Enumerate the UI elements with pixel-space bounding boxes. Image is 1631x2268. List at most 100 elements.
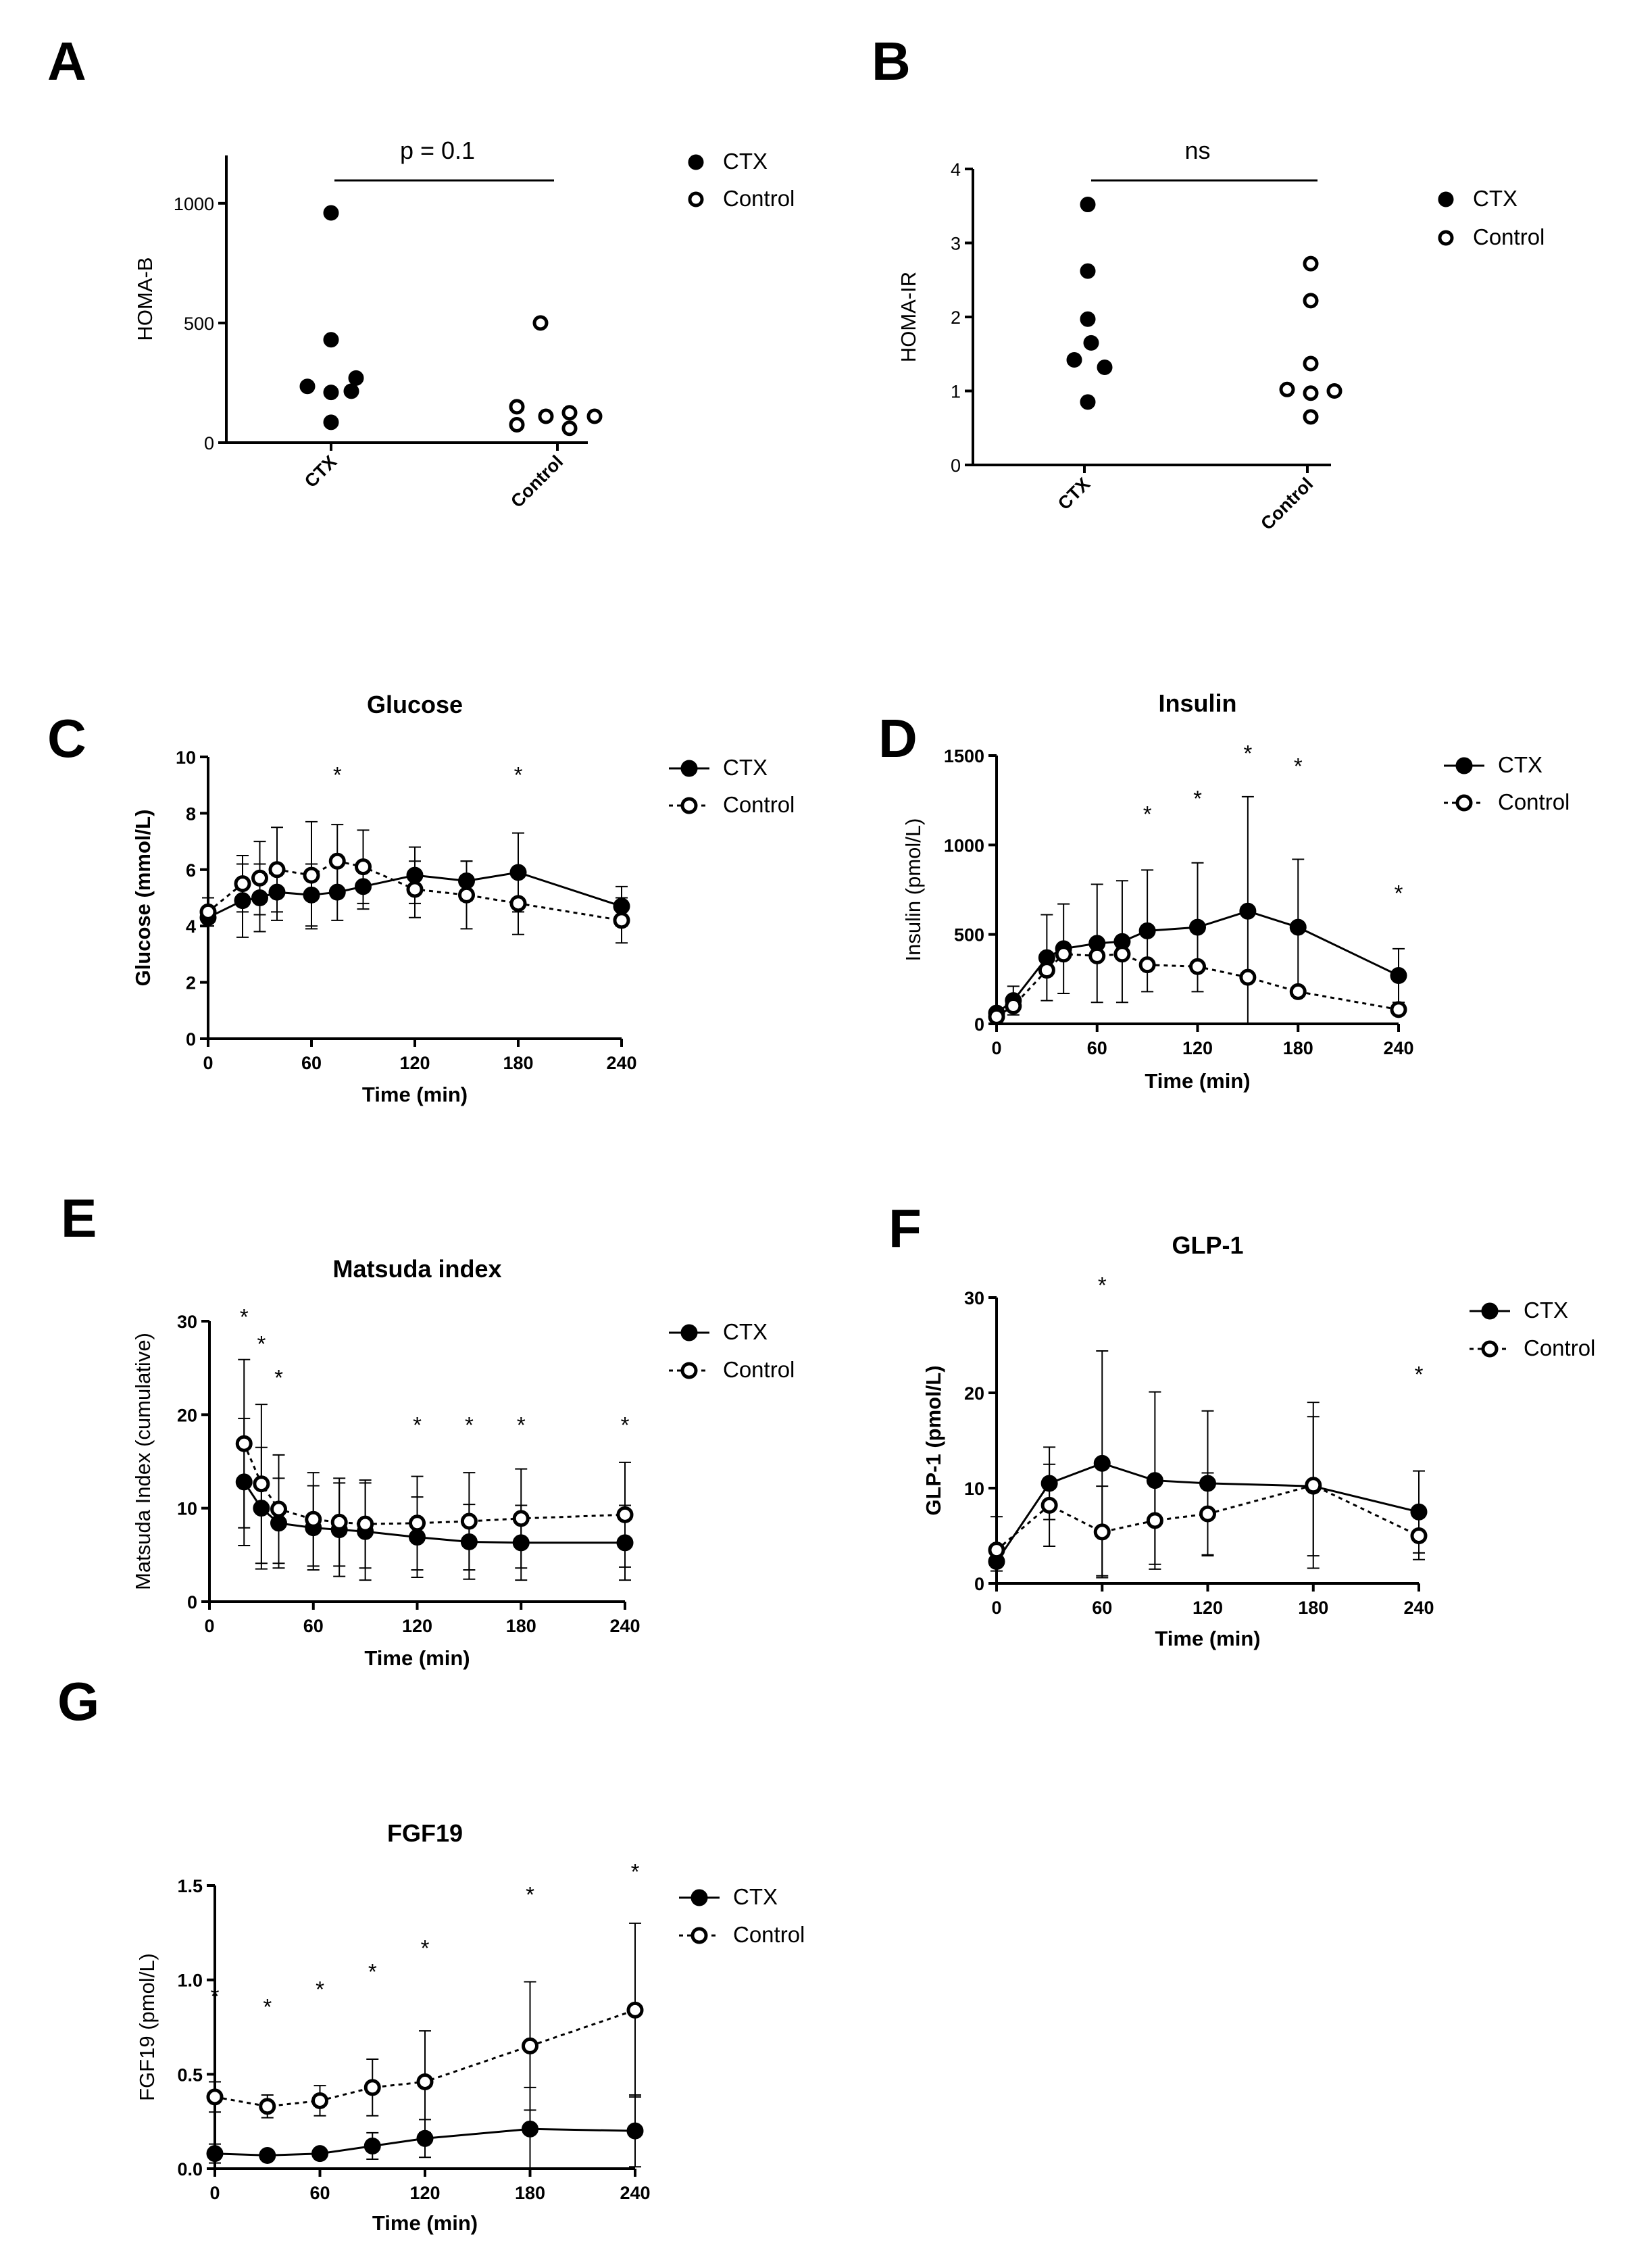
x-tick-label: 240 <box>606 1053 636 1073</box>
chart-title: Matsuda index <box>332 1255 501 1283</box>
significance-marker: * <box>1098 1273 1107 1298</box>
x-tick-label: 0 <box>204 1616 214 1636</box>
legend-marker-ctx <box>680 760 698 777</box>
data-point-control <box>1390 1001 1407 1018</box>
x-tick-label: 0 <box>209 2183 220 2203</box>
y-tick-label: 0 <box>186 1029 196 1050</box>
legend-label-ctx: CTX <box>1524 1298 1568 1323</box>
chart-e: 0 10 20 30 Matsuda Index (cumulative) 0 60 120 1… <box>131 1255 795 1670</box>
y-tick-label: 1000 <box>174 194 214 214</box>
significance-marker: * <box>1193 786 1202 811</box>
data-point-control <box>1410 1527 1428 1544</box>
data-point-control <box>1040 1496 1058 1514</box>
data-point-control <box>1038 962 1055 979</box>
data-point-ctx <box>311 2145 328 2163</box>
y-tick-label: 1000 <box>944 835 984 856</box>
data-point-control <box>330 1513 348 1531</box>
legend-marker-control <box>1455 794 1473 812</box>
legend-label-ctx: CTX <box>723 149 768 174</box>
data-point-ctx <box>1097 359 1113 375</box>
y-tick-label: 8 <box>186 804 196 824</box>
data-point-control <box>532 315 549 331</box>
chart-title: FGF19 <box>387 1819 463 1847</box>
significance-marker: * <box>333 762 342 787</box>
data-point-ctx <box>259 2146 276 2164</box>
data-point-control <box>616 1506 634 1523</box>
legend-label-control: Control <box>733 1922 805 1947</box>
chart-title: Glucose <box>367 691 463 718</box>
y-axis-label: Matsuda Index (cumulative) <box>131 1333 155 1590</box>
significance-marker: * <box>421 1936 430 1961</box>
y-tick-label: 10 <box>964 1479 984 1499</box>
data-point-ctx <box>416 2129 434 2147</box>
data-point-control <box>357 1515 374 1533</box>
data-point-control <box>988 1008 1005 1025</box>
y-tick-label: 10 <box>176 747 196 768</box>
data-point-control <box>1303 385 1319 401</box>
significance-marker: * <box>526 1882 534 1907</box>
y-tick-label: 500 <box>954 925 984 945</box>
legend-label-control: Control <box>1524 1335 1595 1360</box>
chart-a: 0 500 1000 HOMA-B CTX Control p = 0.1 CTX Contro… <box>133 137 795 512</box>
significance-marker: * <box>368 1959 377 1984</box>
legend-marker-ctx <box>688 154 704 170</box>
x-tick-label: 180 <box>515 2183 545 2203</box>
data-point-ctx <box>1080 311 1096 327</box>
data-point-control <box>206 2088 224 2106</box>
x-tick-label: 240 <box>620 2183 650 2203</box>
chart-f: 0 10 20 30 GLP-1 (pmol/L) 0 60 120 180 240 GLP-1 Ti… <box>922 1231 1595 1650</box>
data-point-control <box>1088 947 1106 964</box>
y-tick-label: 500 <box>184 314 214 334</box>
data-point-control <box>270 1500 287 1518</box>
x-tick-label: 180 <box>1283 1038 1313 1058</box>
data-point-ctx <box>1080 197 1096 213</box>
data-point-control <box>305 1510 322 1528</box>
y-tick-label: 0 <box>204 433 214 453</box>
chart-b: 0 1 2 3 4 HOMA-IR CTX Control ns CTX Control <box>897 137 1545 534</box>
y-tick-label: 1500 <box>944 746 984 766</box>
significance-marker: * <box>514 762 523 787</box>
significance-marker: * <box>413 1412 422 1437</box>
data-point-control <box>1093 1523 1111 1541</box>
data-point-control <box>363 2079 381 2096</box>
y-axis-label: Glucose (mmol/L) <box>131 810 155 987</box>
x-tick-label: 180 <box>1298 1598 1328 1618</box>
significance-marker: * <box>240 1304 249 1329</box>
panel-letter-a: A <box>47 31 86 91</box>
data-point-control <box>538 408 554 424</box>
data-point-ctx <box>343 383 359 399</box>
x-tick-label: 120 <box>1182 1038 1213 1058</box>
data-point-control <box>268 861 286 879</box>
data-point-control <box>1279 381 1295 397</box>
legend-label-control: Control <box>1498 789 1570 814</box>
panel-letter-b: B <box>872 31 911 91</box>
x-tick-label: 0 <box>203 1053 213 1073</box>
data-point-control <box>259 2098 276 2115</box>
data-point-control <box>253 1475 270 1493</box>
data-point-ctx <box>348 370 364 386</box>
y-tick-label: 4 <box>186 916 196 937</box>
data-point-ctx <box>323 414 339 430</box>
y-tick-label: 0.0 <box>177 2159 203 2179</box>
panel-letter-d: D <box>878 708 918 768</box>
legend-marker-ctx <box>1481 1302 1499 1320</box>
data-point-control <box>1113 945 1131 963</box>
legend-marker-ctx <box>1455 757 1473 774</box>
data-point-control <box>509 895 527 912</box>
data-point-ctx <box>522 2120 538 2138</box>
data-point-control <box>1189 958 1206 975</box>
y-tick-label: 10 <box>177 1499 197 1519</box>
legend-marker-control <box>1481 1340 1499 1358</box>
significance-marker: * <box>621 1412 630 1437</box>
legend-marker-control <box>680 1362 698 1379</box>
chart-d: 0 500 1000 1500 Insulin (pmol/L) 0 60 120 180 240… <box>901 689 1570 1093</box>
x-axis-label: Time (min) <box>1155 1627 1260 1650</box>
legend-marker-ctx <box>1438 191 1454 207</box>
x-tick-label: 60 <box>1092 1598 1112 1618</box>
x-tick-label: Control <box>507 451 567 512</box>
y-tick-label: 20 <box>177 1405 197 1425</box>
data-point-control <box>509 399 525 415</box>
data-point-ctx <box>1239 902 1257 920</box>
data-point-control <box>409 1514 426 1532</box>
panel-letter-g: G <box>57 1671 99 1731</box>
